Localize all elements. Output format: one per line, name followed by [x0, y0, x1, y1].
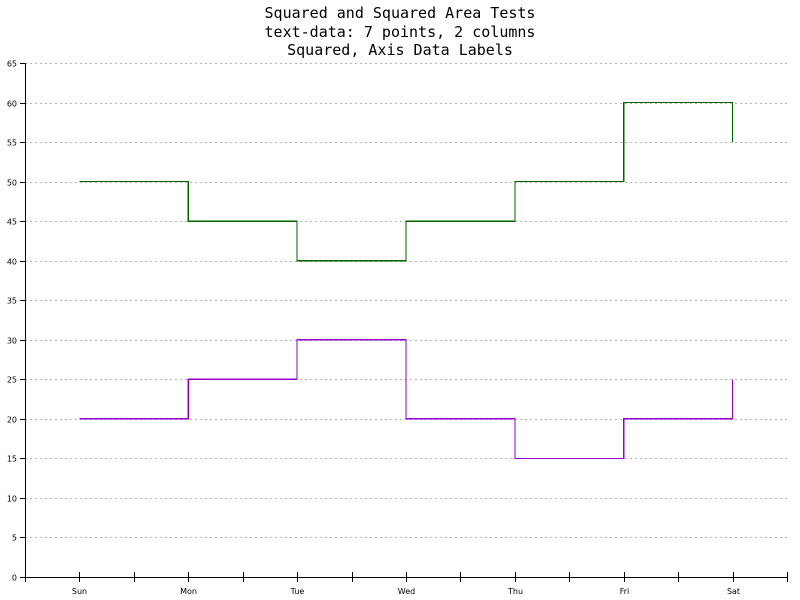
x-tick-label: Sun [72, 587, 87, 596]
x-tick-label: Wed [398, 587, 415, 596]
tick-labels: 0 5 10 15 20 25 30 35 40 45 50 55 60 65 Sun Mon Tue Wed Th… [7, 60, 740, 597]
y-tick-label: 20 [7, 416, 17, 425]
y-tick-label: 0 [12, 574, 17, 583]
y-tick-label: 35 [7, 297, 17, 306]
axes [20, 63, 788, 582]
x-tick-label: Mon [180, 587, 197, 596]
chart-title: Squared and Squared Area Tests [264, 4, 536, 22]
y-tick-label: 60 [7, 100, 17, 109]
x-tick-label: Thu [507, 587, 523, 596]
series-1-line [79, 101, 734, 262]
y-tick-label: 25 [7, 376, 17, 385]
chart-subtitle-2: Squared, Axis Data Labels [287, 41, 513, 59]
y-tick-label: 40 [7, 258, 17, 267]
y-tick-label: 55 [7, 139, 17, 148]
y-tick-label: 10 [7, 495, 17, 504]
y-tick-label: 15 [7, 455, 17, 464]
x-tick-label: Sat [727, 587, 740, 596]
y-tick-label: 50 [7, 179, 17, 188]
y-tick-label: 45 [7, 218, 17, 227]
x-tick-label: Tue [290, 587, 305, 596]
series-2-line [79, 339, 734, 459]
y-tick-label: 5 [12, 534, 17, 543]
grid-lines [25, 63, 787, 538]
y-tick-label: 30 [7, 337, 17, 346]
y-tick-label: 65 [7, 60, 17, 69]
series-lines [79, 101, 734, 459]
chart-subtitle-1: text-data: 7 points, 2 columns [264, 22, 536, 41]
x-tick-label: Fri [620, 587, 630, 596]
chart-title-block: Squared and Squared Area Tests text-data… [0, 4, 800, 60]
